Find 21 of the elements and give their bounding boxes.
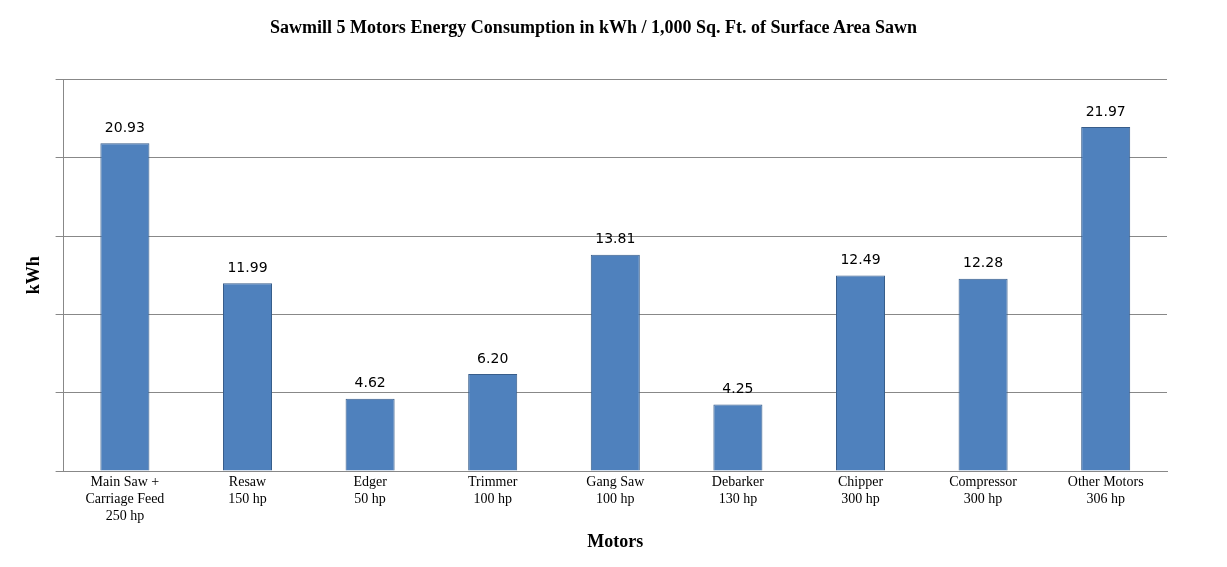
data-label: 12.49 — [840, 251, 881, 268]
data-label: 4.62 — [354, 374, 386, 391]
x-tick-label: Trimmer 100 hp — [468, 474, 518, 506]
chart-title: Sawmill 5 Motors Energy Consumption in kWh / 1,000 Sq. Ft. of Surface Area Sawn — [269, 17, 918, 38]
data-label: 20.93 — [104, 118, 145, 135]
x-tick-label: Main Saw + Carriage Feed 250 hp — [85, 474, 165, 523]
data-label: 12.28 — [963, 254, 1004, 271]
data-label: 4.25 — [722, 380, 754, 397]
data-label: 11.99 — [227, 258, 268, 275]
data-label: 21.97 — [1085, 102, 1126, 119]
data-label: 13.81 — [595, 230, 636, 247]
x-tick-label: Other Motors 306 hp — [1067, 474, 1144, 506]
data-label: 6.20 — [477, 349, 509, 366]
x-tick-label: Compressor 300 hp — [949, 474, 1018, 506]
x-tick-label: Edger 50 hp — [353, 474, 388, 506]
x-tick-label: Gang Saw 100 hp — [586, 474, 646, 506]
x-tick-label: Debarker 130 hp — [711, 474, 765, 506]
x-tick-label: Chipper 300 hp — [837, 474, 884, 506]
x-axis-title: Motors — [587, 530, 644, 551]
y-axis-title: kWh — [23, 256, 44, 295]
x-tick-label: Resaw 150 hp — [228, 474, 268, 506]
